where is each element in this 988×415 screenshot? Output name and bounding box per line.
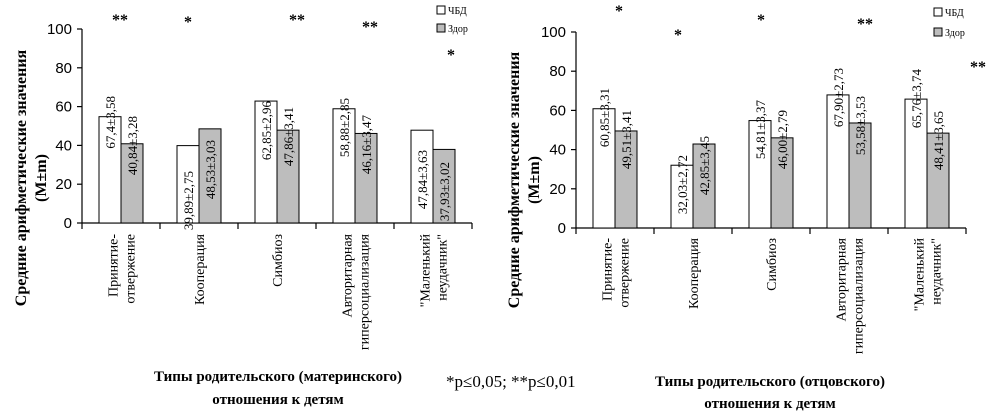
x-axis-title: отношения к детям xyxy=(704,396,835,412)
y-axis-title: (M±m) xyxy=(526,156,543,204)
significance-marker: * xyxy=(757,12,765,29)
value-label: 58,88±2,85 xyxy=(337,98,352,157)
significance-marker: ** xyxy=(857,16,873,33)
value-label: 48,41±3,65 xyxy=(931,111,946,170)
category-label: Кооперация xyxy=(687,237,702,309)
value-label: 49,51±3,41 xyxy=(619,110,634,169)
bar-zdor xyxy=(432,148,456,224)
y-axis-title: Средние арифметические значения xyxy=(13,49,30,306)
legend-swatch-zdor xyxy=(436,23,446,33)
y-tick-label: 100 xyxy=(47,21,72,38)
legend-label: ЧБД xyxy=(448,6,467,17)
value-label: 54,81±3,37 xyxy=(753,100,768,160)
category-label: Симбиоз xyxy=(271,234,286,287)
category-label: Кооперация xyxy=(193,233,208,305)
value-label: 40,84±3,28 xyxy=(125,116,140,175)
y-tick-label: 60 xyxy=(549,102,566,119)
y-tick-label: 0 xyxy=(64,215,72,232)
legend-swatch-zdor xyxy=(933,27,943,37)
y-tick-label: 20 xyxy=(55,176,72,193)
value-label: 47,86±3,41 xyxy=(281,107,296,166)
significance-marker: * xyxy=(447,47,455,64)
bar-zdor xyxy=(276,129,300,224)
category-label: неудачник" xyxy=(436,234,451,301)
value-label: 46,16±3,47 xyxy=(359,115,374,175)
legend-label: Здор xyxy=(945,28,965,39)
value-label: 67,4±3,58 xyxy=(103,96,118,149)
category-label: Авторитарная xyxy=(835,237,850,321)
value-label: 37,93±3,02 xyxy=(437,162,452,221)
value-label: 42,85±3,45 xyxy=(697,136,712,195)
bar-zdor xyxy=(848,122,872,229)
y-tick-label: 80 xyxy=(549,63,566,80)
significance-marker: ** xyxy=(289,12,305,29)
bar-zdor xyxy=(770,137,794,229)
category-label: Принятие- xyxy=(601,238,616,301)
category-label: "Маленький xyxy=(913,238,928,312)
value-label: 32,03±2,72 xyxy=(675,155,690,214)
value-label: 46,00±2,79 xyxy=(775,110,790,169)
y-tick-label: 0 xyxy=(558,220,566,237)
category-label: гиперсоциализация xyxy=(358,233,373,350)
y-tick-label: 20 xyxy=(549,181,566,198)
bar-zdor xyxy=(692,143,716,229)
bar-zdor xyxy=(198,128,222,224)
category-label: неудачник" xyxy=(930,238,945,305)
value-label: 62,85±2,96 xyxy=(259,101,274,161)
bar-zdor xyxy=(120,143,144,224)
significance-marker: * xyxy=(184,14,192,31)
significance-marker: ** xyxy=(362,19,378,36)
y-tick-label: 60 xyxy=(55,99,72,116)
category-label: отвержение xyxy=(618,238,633,308)
category-label: отвержение xyxy=(124,234,139,304)
legend-label: ЧБД xyxy=(945,8,964,19)
category-label: Симбиоз xyxy=(765,238,780,291)
y-axis-title: (M±m) xyxy=(33,154,50,202)
legend-swatch-chbd xyxy=(436,5,446,15)
value-label: 60,85±3,31 xyxy=(597,88,612,147)
value-label: 67,90±2,73 xyxy=(831,68,846,127)
category-label: Авторитарная xyxy=(341,233,356,317)
y-tick-label: 40 xyxy=(55,137,72,154)
value-label: 48,53±3,03 xyxy=(203,140,218,199)
category-label: "Маленький xyxy=(419,234,434,308)
x-axis-title: Типы родительского (отцовского) xyxy=(655,374,885,390)
category-label: гиперсоциализация xyxy=(852,237,867,354)
legend-swatch-chbd xyxy=(933,7,943,17)
bar-zdor xyxy=(354,132,378,224)
y-tick-label: 80 xyxy=(55,60,72,77)
significance-marker: * xyxy=(615,3,623,20)
significance-marker: ** xyxy=(970,59,986,76)
value-label: 47,84±3,63 xyxy=(415,150,430,209)
category-label: Принятие- xyxy=(107,234,122,297)
chart-panel-2: 0 20 40 60 80 100 60,85±3,31 49,51±3,41 * Приняти… xyxy=(506,3,986,412)
significance-footnote: *p≤0,05; **p≤0,01 xyxy=(446,372,576,391)
y-axis-title: Средние арифметические значения xyxy=(506,51,523,308)
significance-marker: ** xyxy=(112,12,128,29)
y-tick-label: 100 xyxy=(541,24,566,41)
bar-zdor xyxy=(926,132,950,229)
value-label: 39,89±2,75 xyxy=(181,171,196,230)
value-label: 65,76±3,74 xyxy=(909,69,924,129)
value-label: 53,58±3,53 xyxy=(853,96,868,155)
bar-zdor xyxy=(614,130,638,229)
significance-marker: * xyxy=(674,27,682,44)
x-axis-title: Типы родительского (материнского) xyxy=(154,369,402,385)
legend-label: Здор xyxy=(448,24,468,35)
x-axis-title: отношения к детям xyxy=(212,392,343,408)
y-tick-label: 40 xyxy=(549,142,566,159)
